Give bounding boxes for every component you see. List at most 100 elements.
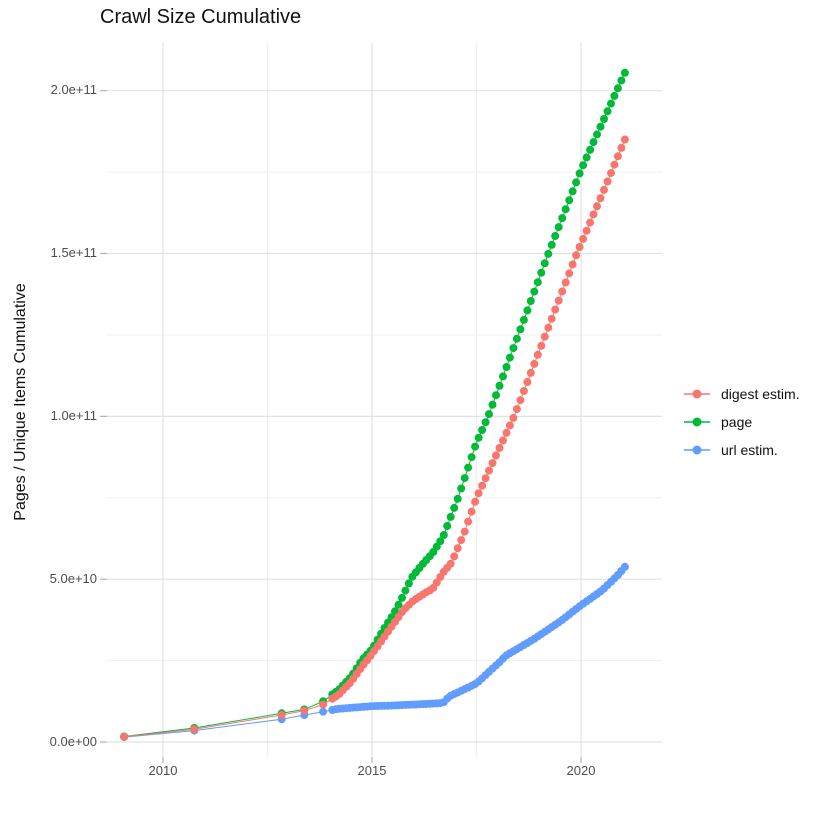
x-tick-label: 2015 — [357, 763, 387, 778]
data-point — [120, 732, 129, 741]
data-point — [453, 494, 462, 503]
legend-item-url: url estim. — [682, 436, 800, 464]
legend-label: digest estim. — [721, 386, 800, 402]
data-point — [610, 91, 619, 100]
data-point — [589, 210, 598, 219]
data-point — [467, 507, 476, 516]
x-tick-label: 2020 — [566, 763, 596, 778]
data-point — [579, 234, 588, 243]
data-point — [502, 428, 511, 437]
data-point — [544, 323, 553, 332]
y-tick-label: 2.0e+11 — [50, 82, 97, 97]
data-point — [600, 115, 608, 123]
legend-item-page: page — [682, 408, 800, 436]
data-point — [464, 463, 473, 472]
data-point — [446, 559, 455, 568]
data-point — [499, 436, 507, 445]
data-point — [481, 474, 490, 483]
data-point — [526, 368, 535, 377]
data-point — [509, 344, 518, 353]
data-point — [523, 306, 532, 315]
data-point — [530, 287, 539, 296]
data-point — [575, 243, 584, 251]
data-point — [551, 232, 560, 240]
data-point — [617, 143, 626, 152]
data-point — [457, 484, 466, 493]
data-point — [558, 214, 567, 223]
data-point — [593, 130, 601, 139]
data-point — [600, 185, 608, 194]
data-point — [607, 169, 615, 178]
data-point — [467, 453, 476, 462]
data-point — [519, 315, 528, 324]
data-point — [533, 278, 542, 287]
legend-label: page — [721, 414, 753, 430]
data-point — [613, 152, 622, 161]
data-point — [495, 444, 504, 452]
data-point — [561, 278, 570, 287]
data-point — [572, 178, 581, 187]
x-tick-label: 2010 — [148, 763, 178, 778]
data-point — [505, 353, 514, 362]
data-point — [558, 287, 567, 296]
data-point — [523, 378, 532, 386]
data-point — [575, 169, 584, 178]
data-point — [586, 145, 595, 154]
data-point — [620, 562, 629, 571]
data-point — [277, 711, 286, 719]
data-point — [300, 706, 309, 715]
data-point — [565, 269, 574, 278]
data-point — [516, 325, 525, 334]
data-point — [530, 359, 539, 368]
data-point — [394, 600, 403, 609]
data-point — [460, 527, 469, 536]
data-point — [488, 459, 497, 468]
legend-item-digest: digest estim. — [682, 380, 800, 408]
data-point — [453, 544, 462, 553]
data-point — [561, 205, 570, 214]
data-point — [471, 497, 480, 506]
data-point — [319, 700, 328, 709]
y-axis-title: Pages / Unique Items Cumulative — [12, 283, 29, 521]
data-point — [391, 607, 399, 616]
data-point — [593, 202, 601, 211]
data-point — [582, 153, 591, 162]
data-point — [613, 84, 622, 93]
data-point — [319, 707, 328, 716]
data-point — [446, 512, 455, 521]
data-point — [478, 426, 487, 434]
data-point — [457, 536, 466, 545]
data-point — [551, 305, 560, 314]
data-point — [516, 396, 525, 405]
data-point — [603, 177, 612, 186]
data-point — [610, 160, 619, 169]
data-point — [596, 194, 605, 203]
legend-key-url-icon — [684, 445, 710, 455]
data-point — [568, 260, 577, 269]
data-point — [565, 196, 574, 205]
data-point — [526, 297, 535, 305]
data-point — [509, 413, 518, 422]
data-point — [499, 372, 507, 381]
data-point — [544, 249, 553, 258]
data-point — [488, 400, 497, 409]
data-point — [596, 122, 605, 131]
data-point — [579, 161, 588, 170]
data-point — [450, 552, 459, 561]
legend: digest estim. page url estim. — [682, 380, 800, 464]
data-point — [485, 466, 493, 475]
data-point — [607, 99, 615, 108]
data-point — [474, 433, 483, 442]
data-point — [617, 76, 626, 85]
data-point — [190, 725, 199, 734]
data-point — [572, 251, 581, 260]
data-point — [582, 226, 591, 235]
data-point — [540, 332, 549, 341]
y-tick-label: 1.5e+11 — [50, 245, 97, 260]
data-point — [443, 522, 452, 530]
data-point — [505, 421, 514, 430]
legend-label: url estim. — [721, 442, 778, 458]
data-point — [512, 405, 521, 414]
data-point — [589, 138, 598, 147]
